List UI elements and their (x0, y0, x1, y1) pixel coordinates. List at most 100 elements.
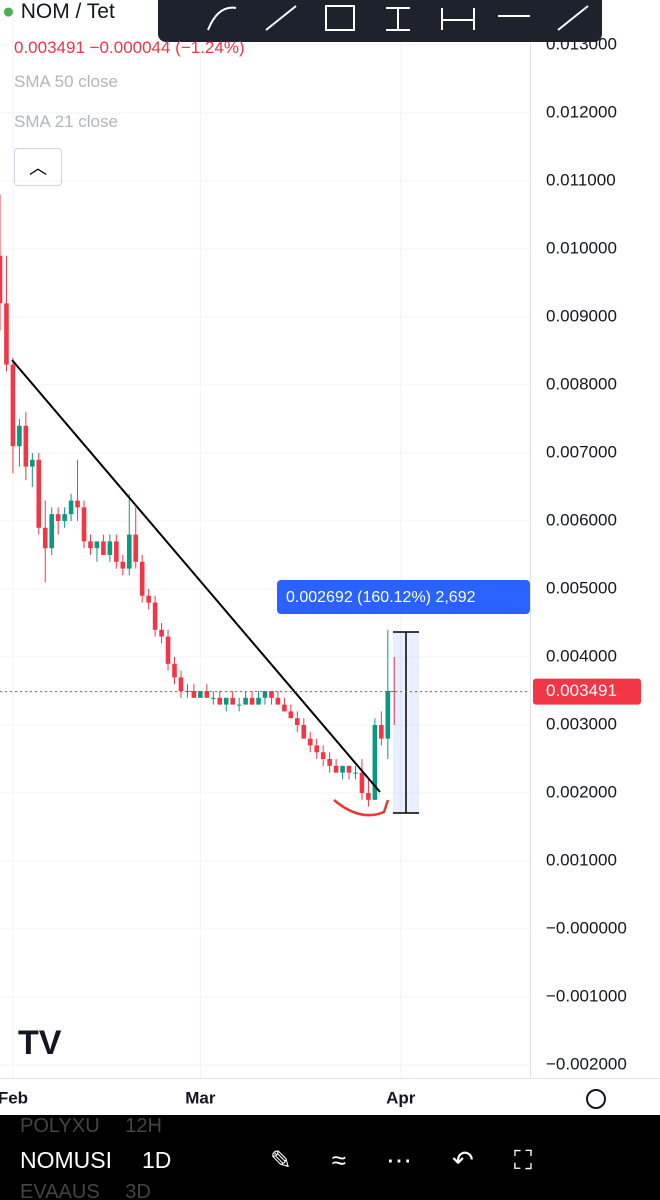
axis-border (530, 0, 531, 1078)
candle-body (262, 691, 268, 698)
y-tick-label: −0.000000 (546, 919, 627, 938)
tool-line[interactable] (265, 5, 297, 31)
indicator: SMA 21 close (14, 112, 118, 131)
tool-rect[interactable] (325, 5, 355, 31)
candle-body (366, 793, 371, 800)
candle-body (346, 765, 352, 773)
measure-label-bg (277, 580, 530, 614)
candle-body (42, 527, 48, 549)
watch-row[interactable]: EVAAUS 3D (20, 1181, 151, 1200)
tool-arrow[interactable] (557, 5, 589, 31)
tool-curve[interactable] (207, 6, 237, 31)
grid (0, 0, 530, 1078)
candle-body (353, 772, 358, 774)
candle-body (49, 514, 55, 549)
y-tick-label: 0.003000 (546, 714, 617, 733)
y-tick-label: 0.010000 (546, 238, 617, 257)
last-price-bg (533, 678, 641, 705)
measure-label: 0.002692 (160.12%) 2,692 (286, 589, 476, 606)
candle-body (282, 704, 287, 712)
candle-body (217, 697, 223, 705)
candle-body (101, 541, 106, 555)
candle-body (236, 704, 242, 706)
candle-body (210, 697, 216, 699)
candle-body (391, 691, 397, 693)
logo: TV (18, 1024, 62, 1062)
candle-body (17, 425, 22, 447)
y-tick-label: 0.009000 (546, 306, 617, 325)
candle-body (307, 738, 313, 746)
candle-body (359, 772, 365, 794)
x-tick-label: Apr (386, 1088, 416, 1107)
symbol-row[interactable]: NOMUSI 1D (20, 1147, 172, 1173)
y-tick-label: 0.005000 (546, 578, 617, 597)
candle-body (152, 602, 158, 630)
x-tick-label: Feb (0, 1088, 28, 1107)
candle-body (340, 765, 345, 773)
bottom-bar: POLYXU 12H NOMUSI 1D EVAAUS 3D ✎≈⋯↶⛶ (0, 1115, 660, 1200)
bottom-icons[interactable]: ✎≈⋯↶⛶ (270, 1145, 573, 1175)
y-tick-label: 0.012000 (546, 102, 617, 121)
candle-body (372, 725, 378, 800)
quote: 0.003491 −0.000044 (−1.24%) (14, 38, 245, 57)
y-tick-label: 0.008000 (546, 374, 617, 393)
candle-body (320, 752, 326, 760)
candle-body (256, 697, 261, 705)
symbol-title: ● NOM / Tet (2, 0, 115, 23)
candle-body (159, 629, 164, 637)
candles (0, 194, 397, 807)
candle-body (327, 759, 332, 766)
collapse-button[interactable]: ︿ (14, 148, 62, 186)
candle-body (223, 697, 229, 705)
trend-line (11, 359, 381, 793)
candle-body (204, 691, 210, 698)
y-tick-label: −0.002000 (546, 1055, 627, 1074)
candle-body (301, 725, 307, 739)
settings-icon[interactable] (586, 1089, 606, 1109)
candle-body (178, 677, 184, 692)
axis-border (0, 1078, 660, 1079)
candle-body (191, 691, 197, 698)
candle-body (275, 697, 281, 705)
candle-body (55, 514, 61, 521)
candle-body (36, 459, 42, 528)
candle-body (385, 691, 391, 739)
candle-body (249, 697, 255, 705)
candle-body (10, 364, 16, 447)
candle-body (62, 514, 67, 521)
candle-body (333, 765, 339, 773)
y-tick-label: 0.004000 (546, 646, 617, 665)
candle-body (243, 697, 248, 705)
y-tick-label: 0.001000 (546, 851, 617, 870)
candle-body (295, 718, 300, 726)
candle-body (75, 500, 80, 508)
symbol: NOM / Tet (20, 0, 115, 23)
y-tick-label: 0.006000 (546, 510, 617, 529)
candle-body (126, 534, 132, 569)
candle-body (88, 541, 93, 549)
candle-body (314, 745, 320, 753)
candle-body (172, 663, 177, 678)
candle-body (185, 691, 190, 693)
y-tick-label: −0.001000 (546, 987, 627, 1006)
candle-body (81, 507, 87, 542)
candle-body (94, 541, 100, 549)
candle-body (114, 541, 119, 562)
candle-body (165, 636, 171, 664)
candle-body (68, 500, 74, 515)
x-tick-label: Mar (185, 1088, 216, 1107)
tool-range[interactable] (386, 7, 410, 31)
indicator: SMA 50 close (14, 72, 118, 91)
watch-row[interactable]: POLYXU 12H (20, 1115, 162, 1137)
tool-date[interactable] (441, 8, 475, 30)
candle-body (379, 725, 384, 739)
candle-body (0, 255, 3, 304)
candle-body (198, 691, 203, 698)
candle-body (4, 303, 9, 365)
candle-body (139, 561, 145, 596)
toolbar-icons (207, 5, 589, 31)
candle-body (120, 561, 126, 569)
candle-body (30, 459, 35, 467)
